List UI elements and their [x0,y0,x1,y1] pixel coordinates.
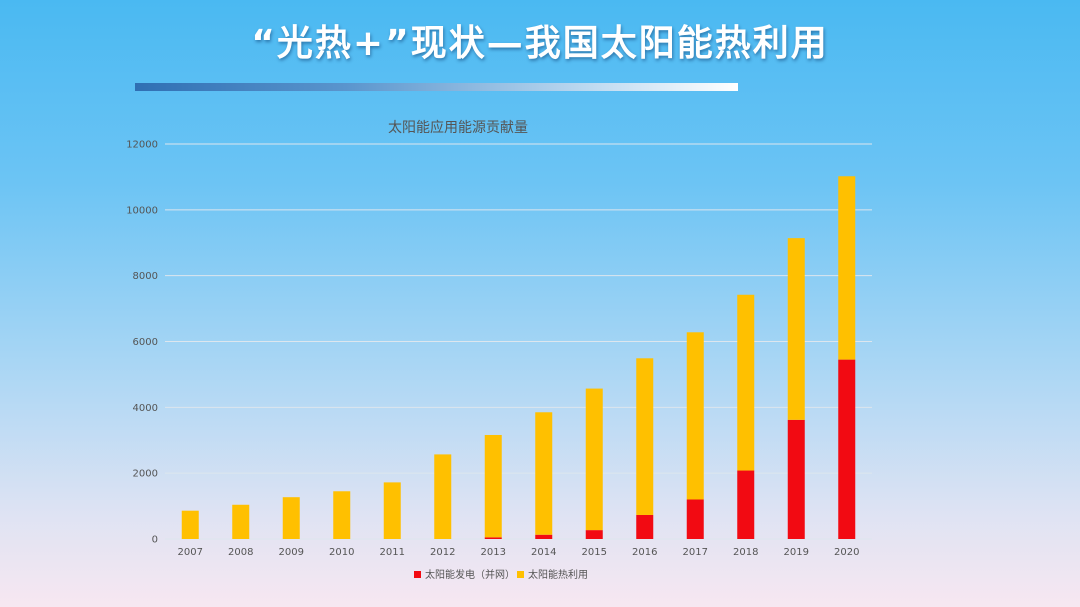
title-underline-bar [135,83,738,91]
bar-power-2013 [484,537,502,539]
y-axis-ticks: 0 2000 4000 6000 8000 10000 12000 [126,140,158,546]
bar-power-2015 [585,530,603,539]
bar-power-2018 [737,470,755,539]
bar-power-2014 [535,534,553,539]
bar-power-2020 [838,359,856,539]
bars [181,176,856,539]
bar-thermal-2017 [686,332,704,500]
x-tick-label: 2017 [683,547,708,558]
x-tick-label: 2008 [228,547,253,558]
y-tick-label: 2000 [133,469,158,480]
y-tick-label: 10000 [126,205,158,216]
x-tick-label: 2015 [582,547,607,558]
y-tick-label: 6000 [133,337,158,348]
legend-label: 太阳能发电（并网） [425,568,515,581]
bar-thermal-2018 [737,294,755,471]
bar-thermal-2010 [333,491,351,539]
bar-thermal-2016 [636,358,654,515]
bar-thermal-2020 [838,176,856,360]
x-tick-label: 2019 [784,547,809,558]
bar-power-2016 [636,514,654,539]
bar-thermal-2013 [484,434,502,538]
legend-label: 太阳能热利用 [528,568,588,581]
x-tick-label: 2020 [834,547,859,558]
bar-power-2017 [686,499,704,539]
chart-title: 太阳能应用能源贡献量 [388,119,528,136]
x-tick-label: 2009 [279,547,304,558]
x-tick-label: 2014 [531,547,556,558]
x-tick-label: 2012 [430,547,455,558]
bar-thermal-2008 [232,504,250,539]
legend-swatch [414,571,421,578]
y-tick-label: 12000 [126,140,158,151]
bar-thermal-2014 [535,412,553,535]
gridlines [165,143,872,540]
x-tick-label: 2011 [380,547,405,558]
bar-thermal-2009 [282,497,300,539]
bar-power-2019 [787,419,805,539]
y-tick-label: 8000 [133,271,158,282]
bar-thermal-2011 [383,482,401,539]
x-tick-label: 2018 [733,547,758,558]
x-tick-label: 2010 [329,547,354,558]
legend-swatch [517,571,524,578]
bar-thermal-2015 [585,388,603,531]
y-tick-label: 4000 [133,403,158,414]
slide-title: “光热+”现状—我国太阳能热利用 [251,23,829,64]
x-axis-ticks: 2007 2008 2009 2010 2011 2012 2013 2014 2015 2016… [178,547,860,558]
bar-thermal-2012 [434,454,452,539]
x-tick-label: 2007 [178,547,203,558]
bar-thermal-2007 [181,510,199,539]
x-tick-label: 2016 [632,547,657,558]
bar-thermal-2019 [787,238,805,420]
legend: 太阳能发电（并网） 太阳能热利用 [414,568,588,581]
y-tick-label: 0 [152,535,158,546]
x-tick-label: 2013 [481,547,506,558]
